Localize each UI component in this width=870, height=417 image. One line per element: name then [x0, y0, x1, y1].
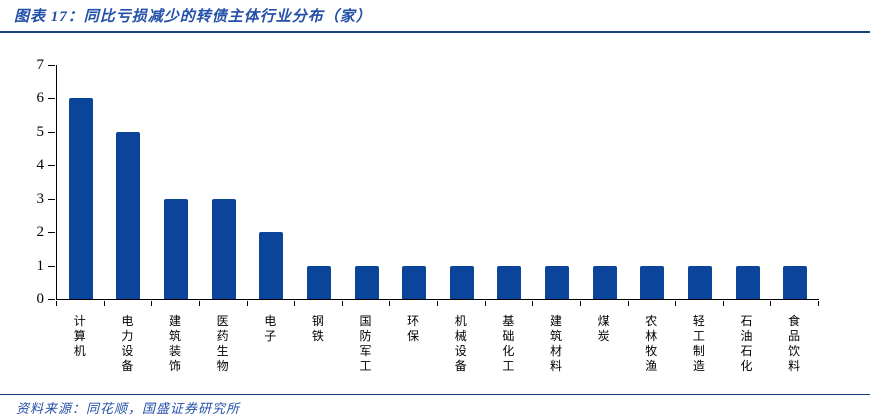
x-axis-label: 农 林 牧 渔: [645, 314, 658, 373]
x-axis-tick: [627, 301, 629, 306]
y-axis-label: 2: [36, 224, 45, 241]
y-axis-label: 7: [36, 57, 45, 73]
figure-title: 图表 17：同比亏损减少的转债主体行业分布（家）: [14, 9, 372, 25]
x-axis-label: 医 药 生 物: [216, 314, 229, 373]
bar-计算机: [68, 98, 93, 299]
y-axis-label: 5: [36, 123, 45, 140]
y-axis-tick: [48, 299, 55, 300]
y-axis-label: 1: [36, 257, 45, 274]
bar-电力设备: [116, 131, 141, 299]
bar-轻工制造: [687, 265, 712, 299]
bar-国防军工: [354, 265, 379, 299]
title-divider: [0, 31, 870, 33]
x-axis-tick: [103, 301, 105, 306]
bar-环保: [402, 265, 427, 299]
y-axis-label: 4: [36, 157, 45, 174]
bar-农林牧渔: [640, 265, 665, 299]
source-note: 资料来源：同花顺，国盛证券研究所: [16, 401, 241, 416]
x-axis-tick: [151, 301, 153, 306]
bar-机械设备: [449, 265, 474, 299]
x-axis-tick: [198, 301, 200, 306]
y-axis-tick: [48, 65, 55, 66]
x-axis-tick: [484, 301, 486, 306]
x-axis-label: 国 防 军 工: [359, 314, 372, 373]
bar-食品饮料: [783, 265, 808, 299]
y-axis-tick: [48, 232, 55, 234]
x-axis-label: 石 油 石 化: [740, 314, 753, 373]
x-axis-label: 电 力 设 备: [121, 314, 134, 373]
y-axis-tick: [48, 131, 55, 133]
x-axis-label: 电 子: [264, 314, 277, 343]
x-axis-tick: [770, 301, 772, 306]
x-axis-tick: [56, 301, 57, 306]
x-axis-label: 机 械 设 备: [454, 314, 467, 373]
x-axis-label: 建 筑 材 料: [550, 314, 563, 373]
x-axis-tick: [389, 301, 391, 306]
x-axis-tick: [341, 301, 343, 306]
x-axis-label: 环 保: [407, 314, 420, 343]
bar-石油石化: [735, 265, 760, 299]
x-axis-tick: [437, 301, 438, 306]
bar-医药生物: [211, 198, 236, 299]
y-axis-label: 3: [36, 190, 45, 207]
source-divider: [0, 394, 870, 395]
y-axis-tick: [48, 265, 55, 267]
x-axis-tick: [818, 301, 819, 306]
y-axis-tick: [48, 198, 55, 200]
y-axis-label: 0: [36, 291, 45, 307]
x-axis-tick: [579, 301, 581, 306]
x-axis-tick: [246, 301, 248, 306]
y-axis-tick: [48, 98, 55, 100]
x-axis-label: 轻 工 制 造: [692, 314, 705, 373]
y-axis-label: 6: [36, 90, 45, 107]
bar-电子: [259, 232, 284, 299]
x-axis-label: 食 品 饮 料: [788, 314, 801, 373]
x-axis-label: 基 础 化 工: [502, 314, 515, 373]
bar-建筑装饰: [164, 198, 189, 299]
x-axis-label: 建 筑 装 饰: [169, 314, 182, 373]
bar-煤炭: [592, 265, 617, 299]
bar-建筑材料: [545, 265, 570, 299]
x-axis-label: 钢 铁: [311, 314, 324, 343]
x-axis-label: 计 算 机: [73, 314, 86, 358]
x-axis-tick: [294, 301, 296, 306]
bar-chart-plot: [56, 65, 819, 300]
x-axis-tick: [532, 301, 534, 306]
x-axis-tick: [722, 301, 724, 306]
bar-钢铁: [306, 265, 331, 299]
y-axis-tick: [48, 165, 55, 167]
x-axis-tick: [675, 301, 677, 306]
x-axis-label: 煤 炭: [597, 314, 610, 343]
bar-基础化工: [497, 265, 522, 299]
